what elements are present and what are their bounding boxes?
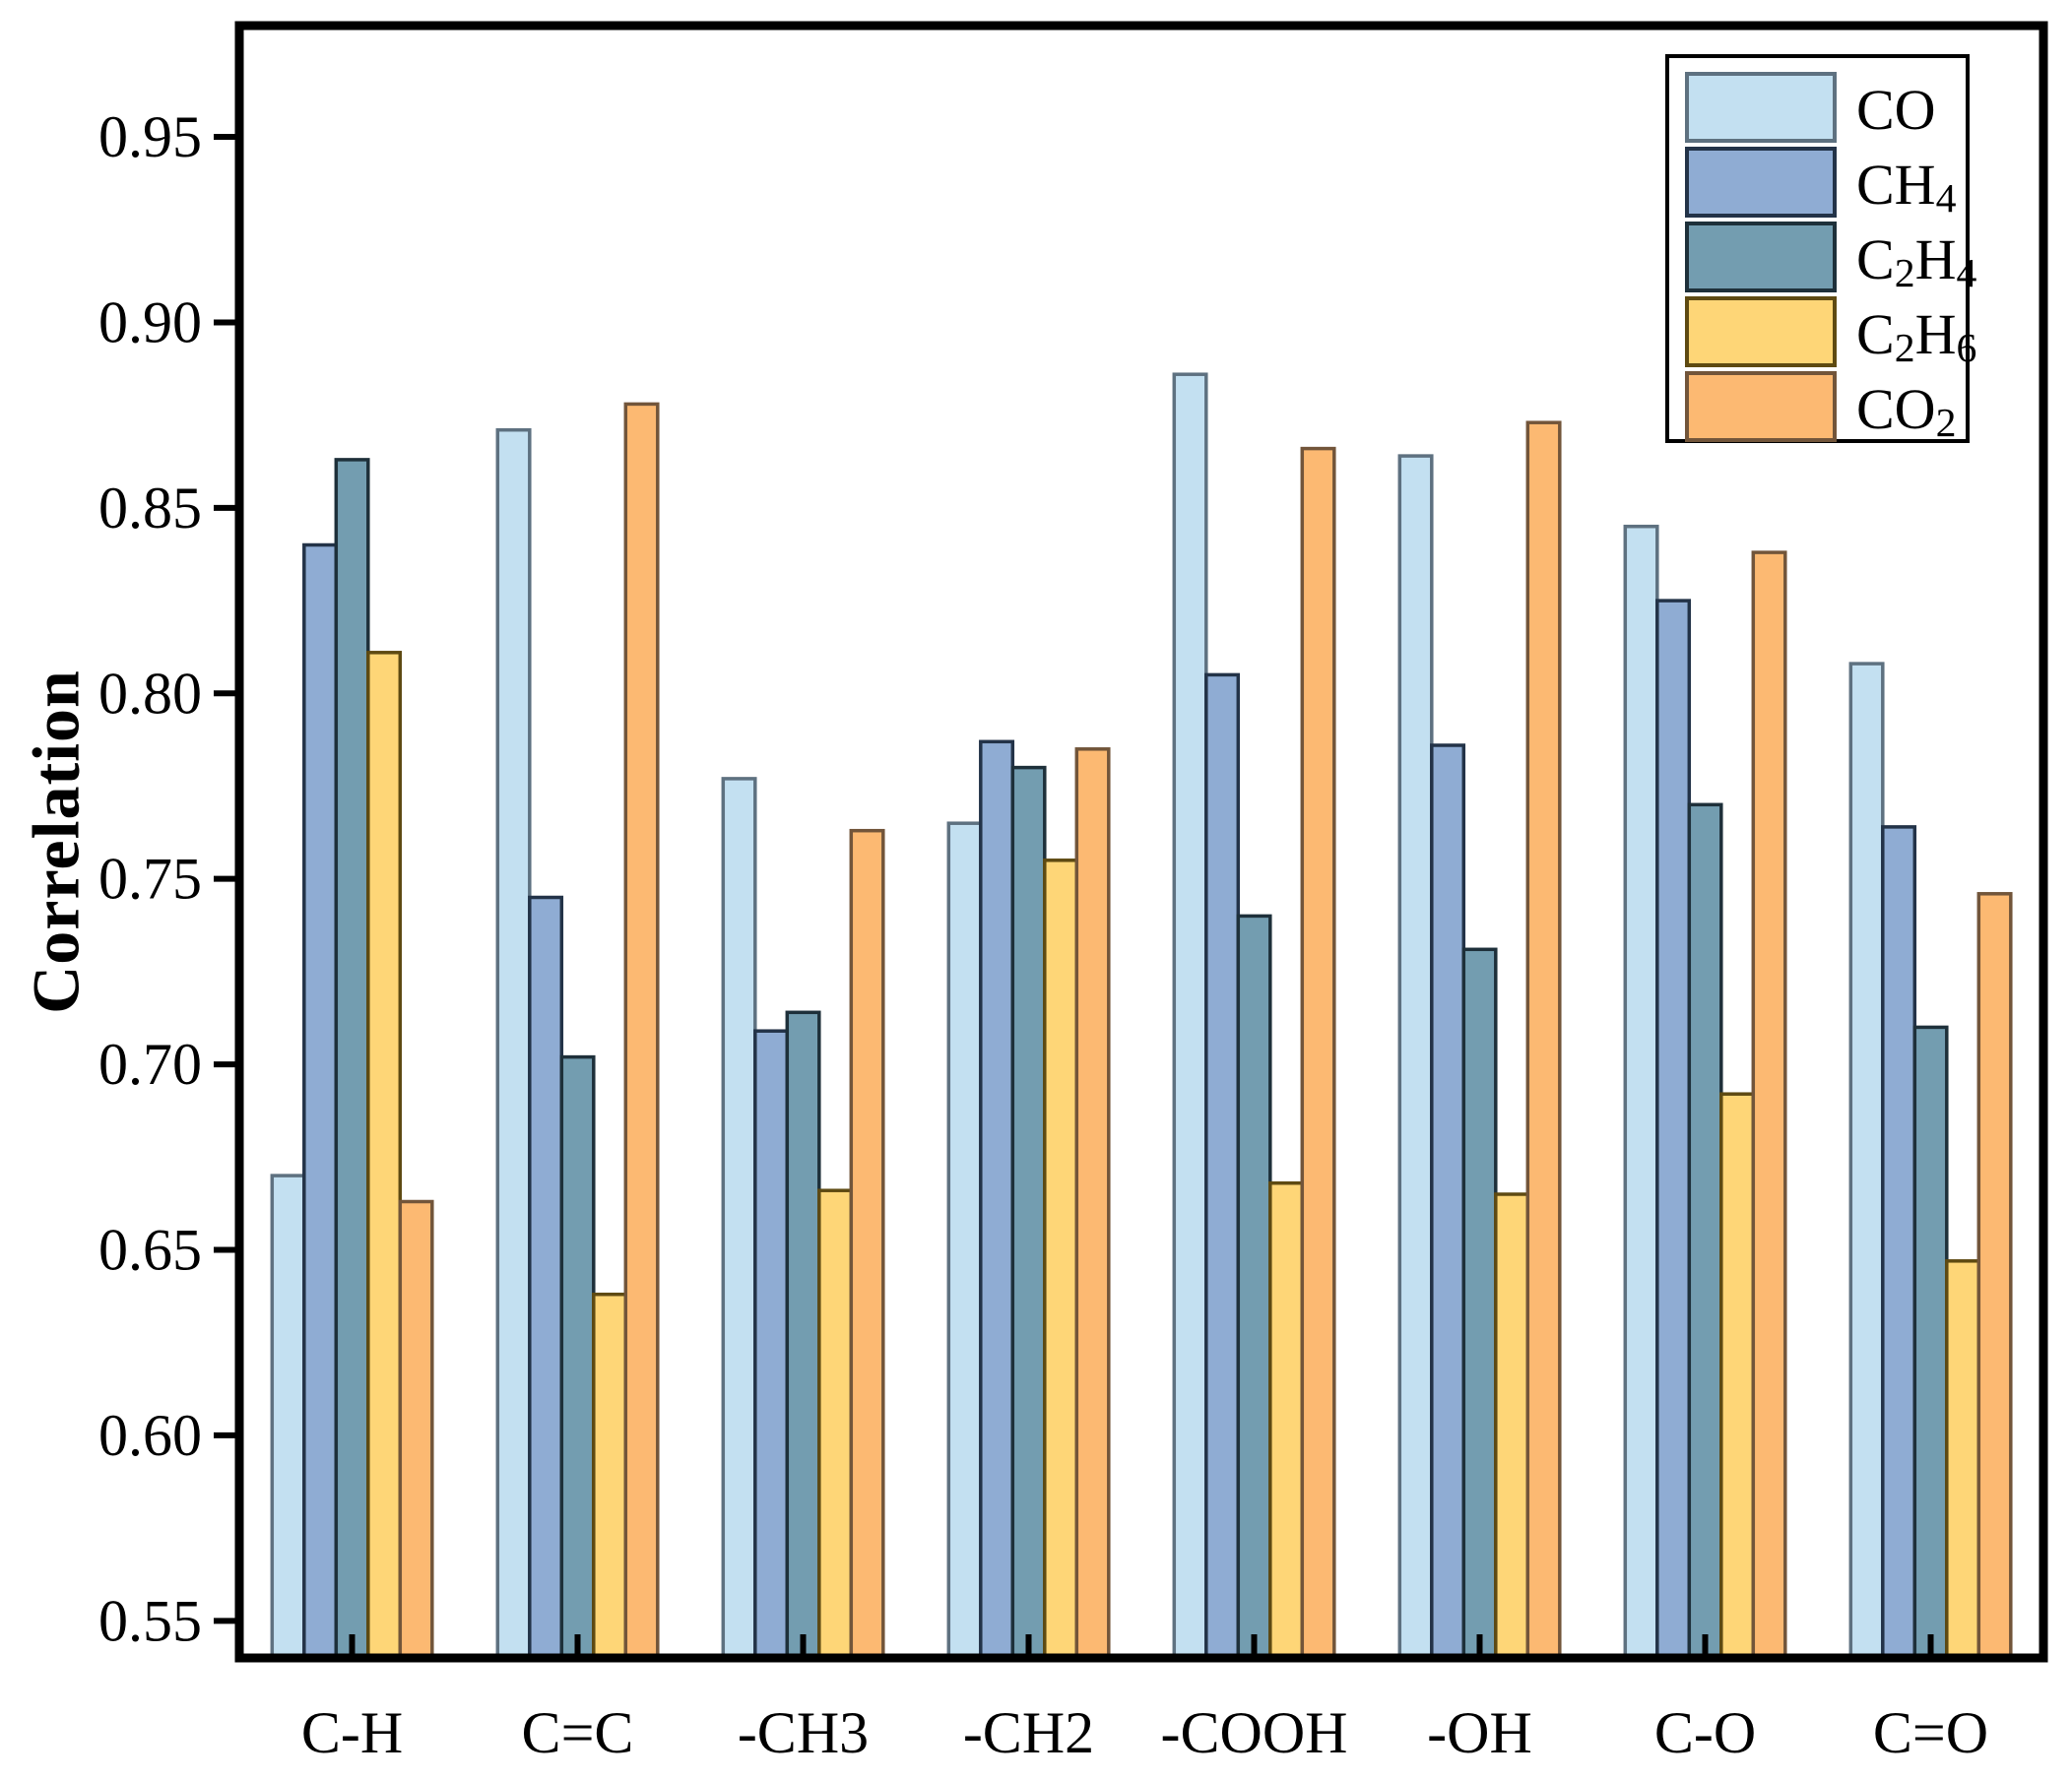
legend-label-part: 4	[1956, 251, 1976, 296]
bar-CH4--OH	[1430, 743, 1466, 1660]
legend-label-part: 2	[1895, 326, 1915, 371]
legend-swatch-CH4	[1685, 147, 1837, 218]
legend-label-part: 2	[1936, 401, 1957, 446]
y-axis-title: Correlation	[18, 669, 94, 1014]
bar-CO-C=C	[495, 427, 532, 1660]
x-tick-label-C-H: C-H	[301, 1700, 403, 1765]
bar-C2H4-C-O	[1687, 802, 1723, 1660]
x-tick-label--OH: -OH	[1427, 1700, 1532, 1765]
bar-CH4-C=O	[1881, 825, 1917, 1660]
bar-CO2-C-O	[1751, 550, 1787, 1660]
bar-CO2--CH2	[1074, 747, 1111, 1660]
bar-CH4-C-H	[302, 542, 339, 1660]
plot-frame	[234, 21, 2048, 1663]
bar-CO2--CH3	[849, 828, 885, 1660]
bar-CH4--CH2	[979, 739, 1015, 1660]
legend-label-CO2: CO2	[1856, 377, 1956, 446]
legend-swatch-C2H6	[1685, 296, 1837, 367]
bar-C2H6--OH	[1494, 1192, 1530, 1660]
bar-C2H4-C=C	[559, 1054, 596, 1660]
bar-CO--CH3	[721, 777, 757, 1660]
x-tick-label-C-O: C-O	[1654, 1700, 1756, 1765]
bar-C2H6--CH2	[1043, 859, 1079, 1660]
legend-label-part: 6	[1956, 326, 1976, 371]
bar-C2H4--CH2	[1010, 765, 1047, 1660]
x-tick-label-C=C: C=C	[522, 1700, 634, 1765]
bar-C2H4--OH	[1461, 947, 1498, 1660]
x-tick-label--CH2: -CH2	[963, 1700, 1094, 1765]
bar-CO--CH2	[946, 821, 983, 1660]
legend-swatch-CO2	[1685, 371, 1837, 442]
bar-C2H6-C=O	[1945, 1259, 1981, 1660]
y-tick-label: 0.65	[98, 1218, 202, 1283]
bar-CO2-C=O	[1976, 892, 2013, 1660]
legend-label-part: 2	[1895, 251, 1915, 296]
x-tick-label--COOH: -COOH	[1161, 1700, 1348, 1765]
legend-label-C2H4: C2H4	[1856, 227, 1976, 296]
bar-CO--OH	[1397, 454, 1434, 1660]
y-tick-label: 0.70	[98, 1032, 202, 1097]
bar-CO2--COOH	[1300, 446, 1336, 1660]
legend-label-part: CO	[1856, 78, 1936, 142]
bar-CO--COOH	[1172, 372, 1208, 1660]
bar-CO2-C=C	[623, 402, 660, 1660]
y-tick-label: 0.95	[98, 104, 202, 169]
x-tick-label--CH3: -CH3	[738, 1700, 869, 1765]
legend-label-part: CH	[1856, 153, 1936, 217]
bar-CH4--CH3	[753, 1029, 790, 1660]
bar-CO2-C-H	[398, 1199, 434, 1660]
legend-label-part: H	[1915, 227, 1957, 291]
legend-label-CH4: CH4	[1856, 153, 1957, 222]
bar-C2H6--COOH	[1268, 1180, 1305, 1660]
y-tick-label: 0.85	[98, 476, 202, 541]
bar-CO-C=O	[1848, 662, 1885, 1660]
bar-C2H6-C-H	[366, 651, 403, 1660]
y-tick-label: 0.90	[98, 289, 202, 354]
bar-C2H4--CH3	[785, 1010, 821, 1660]
y-tick-label: 0.55	[98, 1588, 202, 1653]
legend-swatch-C2H4	[1685, 222, 1837, 292]
legend-swatch-CO	[1685, 72, 1837, 143]
bar-CH4-C=C	[528, 895, 564, 1660]
legend-label-C2H6: C2H6	[1856, 302, 1976, 371]
legend-label-part: C	[1856, 227, 1895, 291]
bar-C2H6-C=C	[592, 1292, 628, 1660]
bar-CO-C-O	[1623, 524, 1659, 1660]
bar-CO2--OH	[1525, 420, 1562, 1660]
legend-label-part: C	[1856, 302, 1895, 366]
bar-C2H4-C-H	[334, 458, 370, 1660]
bar-CO-C-H	[270, 1174, 306, 1660]
y-tick-label: 0.75	[98, 847, 202, 912]
bar-C2H6-C-O	[1719, 1092, 1756, 1660]
bar-CH4-C-O	[1655, 599, 1692, 1660]
x-tick-label-C=O: C=O	[1873, 1700, 1988, 1765]
legend-label-part: CO	[1856, 377, 1936, 441]
legend-label-part: H	[1915, 302, 1957, 366]
legend-label-part: 4	[1936, 176, 1957, 222]
bar-C2H4--COOH	[1236, 914, 1272, 1660]
bar-C2H6--CH3	[817, 1188, 854, 1660]
bar-C2H4-C=O	[1912, 1025, 1949, 1660]
legend-label-CO: CO	[1856, 78, 1936, 142]
y-tick-label: 0.60	[98, 1403, 202, 1468]
y-tick-label: 0.80	[98, 661, 202, 726]
bar-CH4--COOH	[1204, 672, 1241, 1660]
